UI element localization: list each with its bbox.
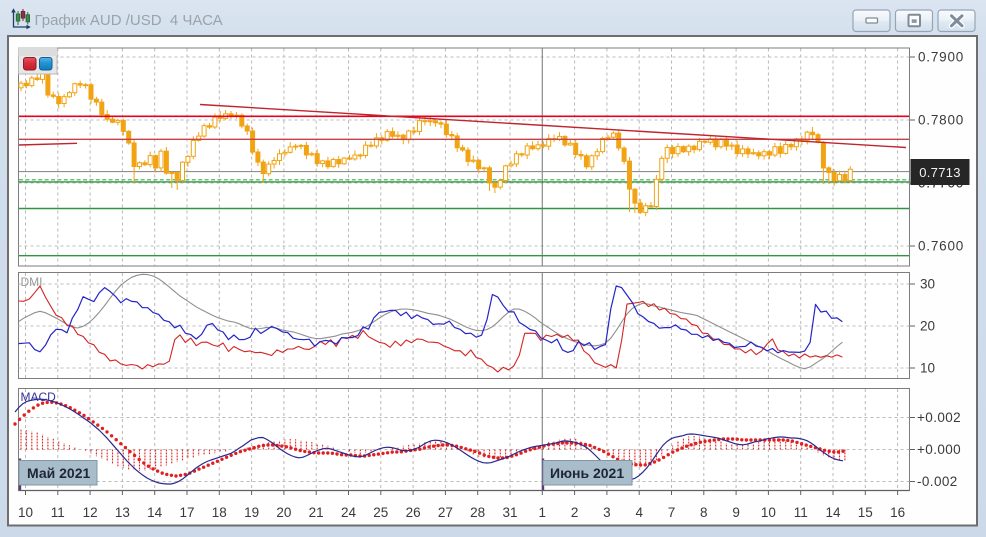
svg-text:13: 13 (115, 505, 130, 520)
svg-text:10: 10 (18, 505, 33, 520)
svg-text:0.7600: 0.7600 (918, 239, 964, 254)
svg-text:18: 18 (212, 505, 227, 520)
svg-text:15: 15 (858, 505, 873, 520)
svg-text:21: 21 (309, 505, 324, 520)
svg-text:30: 30 (920, 277, 935, 292)
svg-text:28: 28 (470, 505, 485, 520)
svg-text:17: 17 (179, 505, 194, 520)
svg-text:20: 20 (920, 319, 935, 334)
svg-text:9: 9 (732, 505, 740, 520)
svg-text:-0.002: -0.002 (917, 474, 958, 489)
svg-text:Май 2021: Май 2021 (27, 465, 90, 481)
svg-text:14: 14 (147, 505, 163, 520)
svg-text:11: 11 (51, 505, 65, 520)
svg-text:+0.000: +0.000 (917, 442, 961, 457)
svg-text:19: 19 (244, 505, 259, 520)
svg-text:График AUD /USD 4 ЧАСА: График AUD /USD 4 ЧАСА (35, 12, 223, 29)
svg-text:16: 16 (890, 505, 905, 520)
svg-text:DMI: DMI (21, 275, 43, 289)
svg-text:20: 20 (276, 505, 291, 520)
svg-text:0.7713: 0.7713 (919, 165, 961, 180)
svg-text:14: 14 (825, 505, 841, 520)
svg-text:MACD: MACD (21, 390, 57, 404)
svg-text:7: 7 (668, 505, 676, 520)
svg-text:3: 3 (603, 505, 611, 520)
svg-text:1: 1 (539, 505, 547, 520)
svg-text:12: 12 (83, 505, 98, 520)
svg-text:10: 10 (761, 505, 776, 520)
svg-text:25: 25 (373, 505, 388, 520)
svg-text:31: 31 (502, 505, 517, 520)
svg-text:11: 11 (794, 505, 808, 520)
svg-text:10: 10 (920, 361, 935, 376)
svg-text:+0.002: +0.002 (917, 410, 961, 425)
svg-text:0.7800: 0.7800 (918, 113, 964, 128)
svg-text:Июнь 2021: Июнь 2021 (550, 465, 624, 481)
svg-text:27: 27 (438, 505, 453, 520)
svg-text:4: 4 (635, 505, 643, 520)
svg-text:26: 26 (406, 505, 421, 520)
svg-text:0.7900: 0.7900 (918, 50, 964, 65)
svg-text:2: 2 (571, 505, 579, 520)
svg-text:24: 24 (341, 505, 357, 520)
svg-text:8: 8 (700, 505, 708, 520)
